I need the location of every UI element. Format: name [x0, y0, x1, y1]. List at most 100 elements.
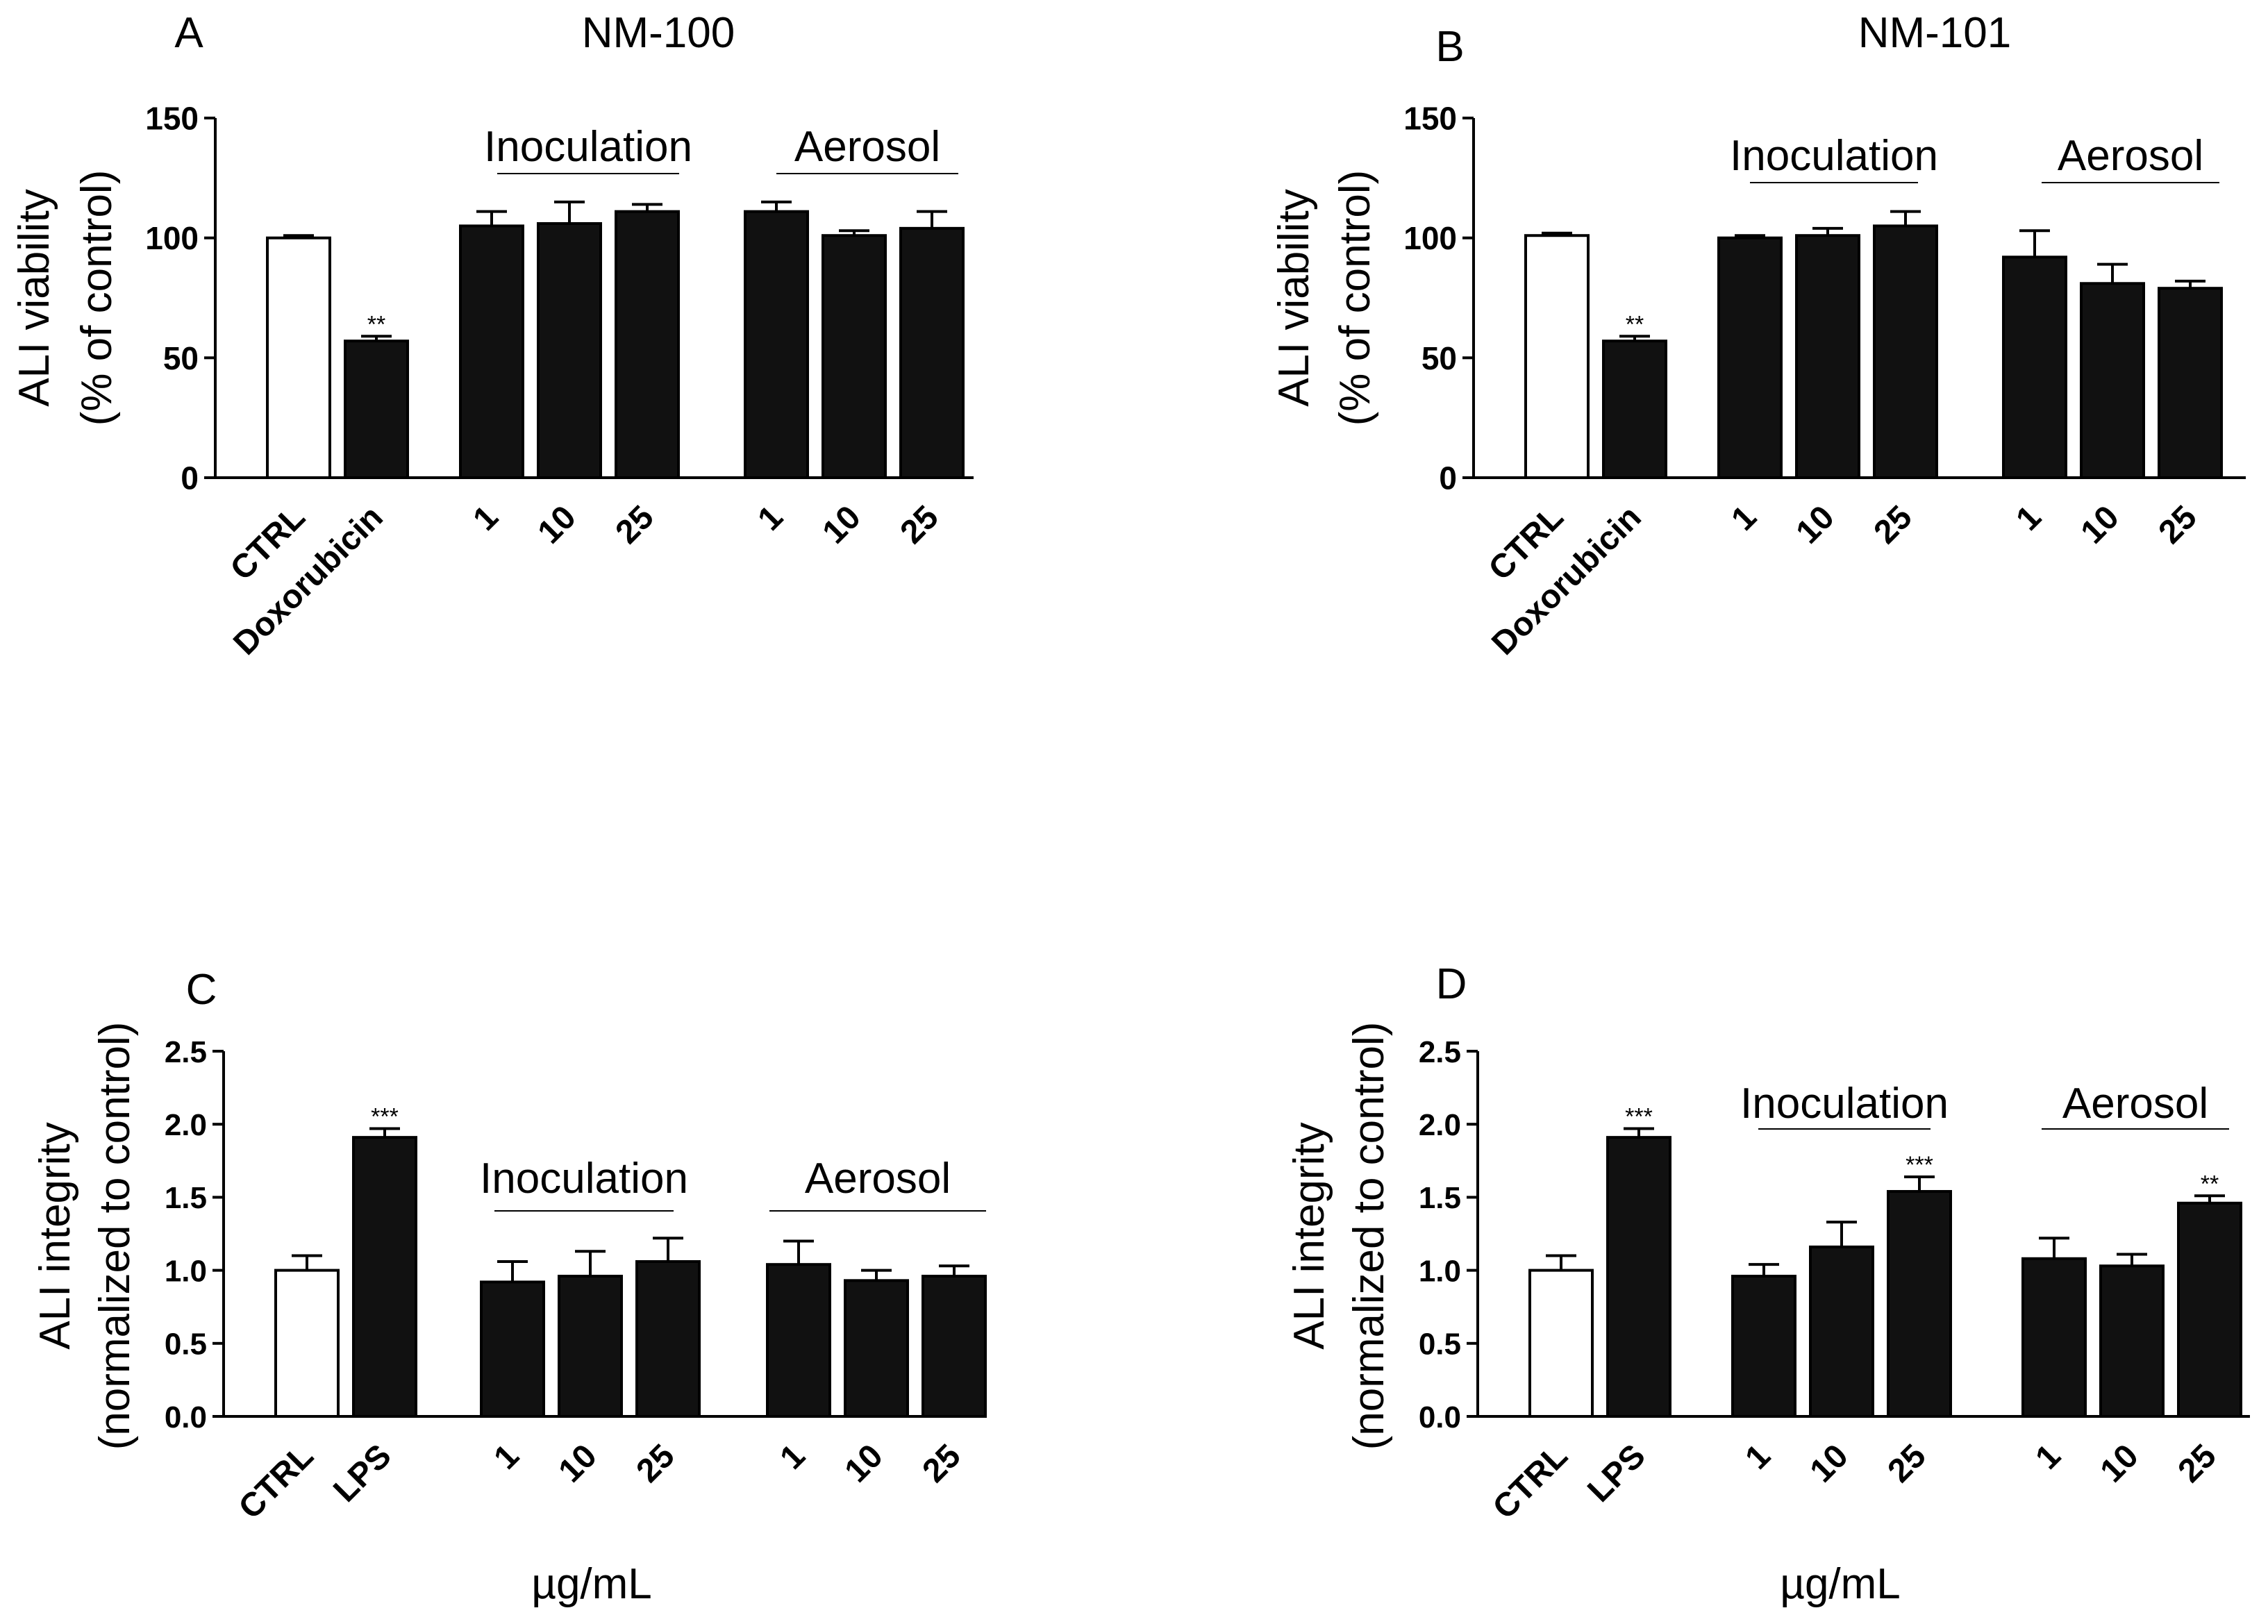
x-tick-label: LPS — [1581, 1437, 1652, 1509]
x-tick-label: 1 — [751, 499, 790, 537]
x-tick-label: 1 — [487, 1437, 526, 1476]
y-tick-label: 0.0 — [1419, 1400, 1461, 1434]
y-tick-label: 0 — [181, 460, 199, 496]
x-tick-label: 25 — [2152, 499, 2204, 551]
bar — [2177, 1201, 2242, 1418]
bar — [1887, 1189, 1952, 1418]
x-tick-label: 10 — [2074, 499, 2126, 551]
y-tick-label: 0 — [1439, 460, 1457, 496]
bar — [1606, 1136, 1671, 1418]
significance-label: *** — [1625, 1104, 1653, 1130]
bar — [1809, 1245, 1874, 1418]
group-label: Inoculation — [484, 123, 692, 171]
y-axis-label: ALI viability (% of control) — [10, 170, 121, 426]
panel-letter: C — [186, 966, 217, 1014]
panel-title: NM-100 — [582, 9, 735, 57]
y-tick-label: 50 — [1421, 340, 1457, 376]
y-tick-label: 0.5 — [1419, 1328, 1461, 1362]
x-tick-label: 10 — [816, 499, 868, 551]
x-tick-label: 25 — [2171, 1437, 2224, 1489]
y-tick-label: 1.5 — [165, 1181, 207, 1215]
x-tick-label: CTRL — [1486, 1437, 1575, 1526]
bar — [1795, 234, 1860, 479]
bar — [635, 1259, 701, 1418]
group-label: Aerosol — [2062, 1080, 2208, 1128]
bar — [1602, 340, 1667, 479]
significance-label: ** — [2201, 1171, 2219, 1197]
y-tick-label: 2.0 — [165, 1108, 207, 1142]
panel-a: A NM-100 0 50 100 150 ALI viability (% of contr… — [10, 9, 974, 662]
y-tick-label: 0.5 — [165, 1328, 207, 1362]
x-tick-label: CTRL — [232, 1437, 321, 1526]
panel-letter: D — [1436, 960, 1467, 1008]
y-tick-label: 0.0 — [165, 1400, 207, 1434]
bar — [1524, 234, 1590, 479]
y-axis-label-line1: ALI viability — [1270, 189, 1318, 407]
x-tick-label: 1 — [1738, 1437, 1777, 1476]
group-label: Inoculation — [1740, 1080, 1949, 1128]
y-tick-label: 1.5 — [1419, 1181, 1461, 1215]
x-axis-label: µg/mL — [1780, 1560, 1901, 1608]
bar — [537, 221, 602, 479]
bar — [266, 236, 331, 479]
y-tick-label: 150 — [1403, 101, 1457, 137]
x-tick-label: 25 — [1881, 1437, 1933, 1489]
panel-c: C 0.0 0.5 1.0 1.5 2.0 2.5 ALI integrity (normali… — [31, 966, 987, 1608]
y-tick-label: 50 — [163, 340, 199, 376]
panel-b: B NM-101 0 50 100 150 ALI viability (% of contr… — [1270, 9, 2246, 662]
y-axis-label-line1: ALI integrity — [1285, 1122, 1333, 1349]
bar — [2021, 1257, 2087, 1418]
bar — [2002, 256, 2067, 479]
x-tick-label: 10 — [1803, 1437, 1856, 1489]
x-tick-label: 25 — [916, 1437, 968, 1489]
x-tick-label: 1 — [1724, 499, 1763, 537]
bar — [1731, 1275, 1796, 1418]
x-tick-label: 10 — [552, 1437, 604, 1489]
y-axis-label-line1: ALI viability — [10, 189, 58, 407]
bar — [766, 1263, 831, 1418]
bar — [2099, 1264, 2165, 1418]
bar — [2080, 282, 2145, 479]
bar — [899, 226, 965, 479]
bar — [274, 1269, 340, 1418]
group-label: Aerosol — [2058, 132, 2203, 180]
y-tick-label: 2.0 — [1419, 1108, 1461, 1142]
bar — [344, 340, 409, 479]
x-tick-label: 10 — [838, 1437, 890, 1489]
y-axis-label: ALI viability (% of control) — [1270, 170, 1379, 426]
y-axis-label-line1: ALI integrity — [31, 1122, 79, 1349]
y-axis-label: ALI integrity (normalized to control) — [31, 1022, 139, 1450]
bar — [558, 1275, 623, 1418]
x-tick-label: 10 — [2094, 1437, 2146, 1489]
x-tick-label: 10 — [531, 499, 583, 551]
significance-label: ** — [1626, 311, 1644, 337]
y-tick-label: 2.5 — [1419, 1035, 1461, 1069]
x-tick-label: 10 — [1790, 499, 1842, 551]
group-label: Inoculation — [480, 1155, 688, 1203]
y-tick-label: 150 — [145, 101, 199, 137]
group-label: Aerosol — [794, 123, 940, 171]
bar — [844, 1279, 909, 1418]
x-tick-label: 1 — [466, 499, 505, 537]
bar — [922, 1275, 987, 1418]
significance-label: ** — [367, 311, 385, 337]
panel-d: D 0.0 0.5 1.0 1.5 2.0 2.5 ALI integrity (normali… — [1285, 960, 2250, 1608]
group-label: Inoculation — [1730, 132, 1938, 180]
significance-label: *** — [1906, 1152, 1933, 1178]
x-tick-label: 25 — [609, 499, 661, 551]
group-label: Aerosol — [805, 1155, 951, 1203]
y-tick-label: 1.0 — [1419, 1254, 1461, 1288]
bar — [1528, 1269, 1594, 1418]
panel-title: NM-101 — [1858, 9, 2012, 57]
y-axis-label-line2: (% of control) — [1331, 170, 1379, 426]
x-axis-label: µg/mL — [531, 1560, 652, 1608]
panel-letter: A — [174, 9, 203, 57]
x-tick-label: 1 — [773, 1437, 812, 1476]
bar — [459, 224, 524, 479]
bar — [1717, 236, 1783, 479]
y-axis-label-line2: (% of control) — [73, 170, 121, 426]
x-tick-label: LPS — [326, 1437, 398, 1509]
bar — [480, 1280, 545, 1418]
x-tick-label: 25 — [894, 499, 946, 551]
